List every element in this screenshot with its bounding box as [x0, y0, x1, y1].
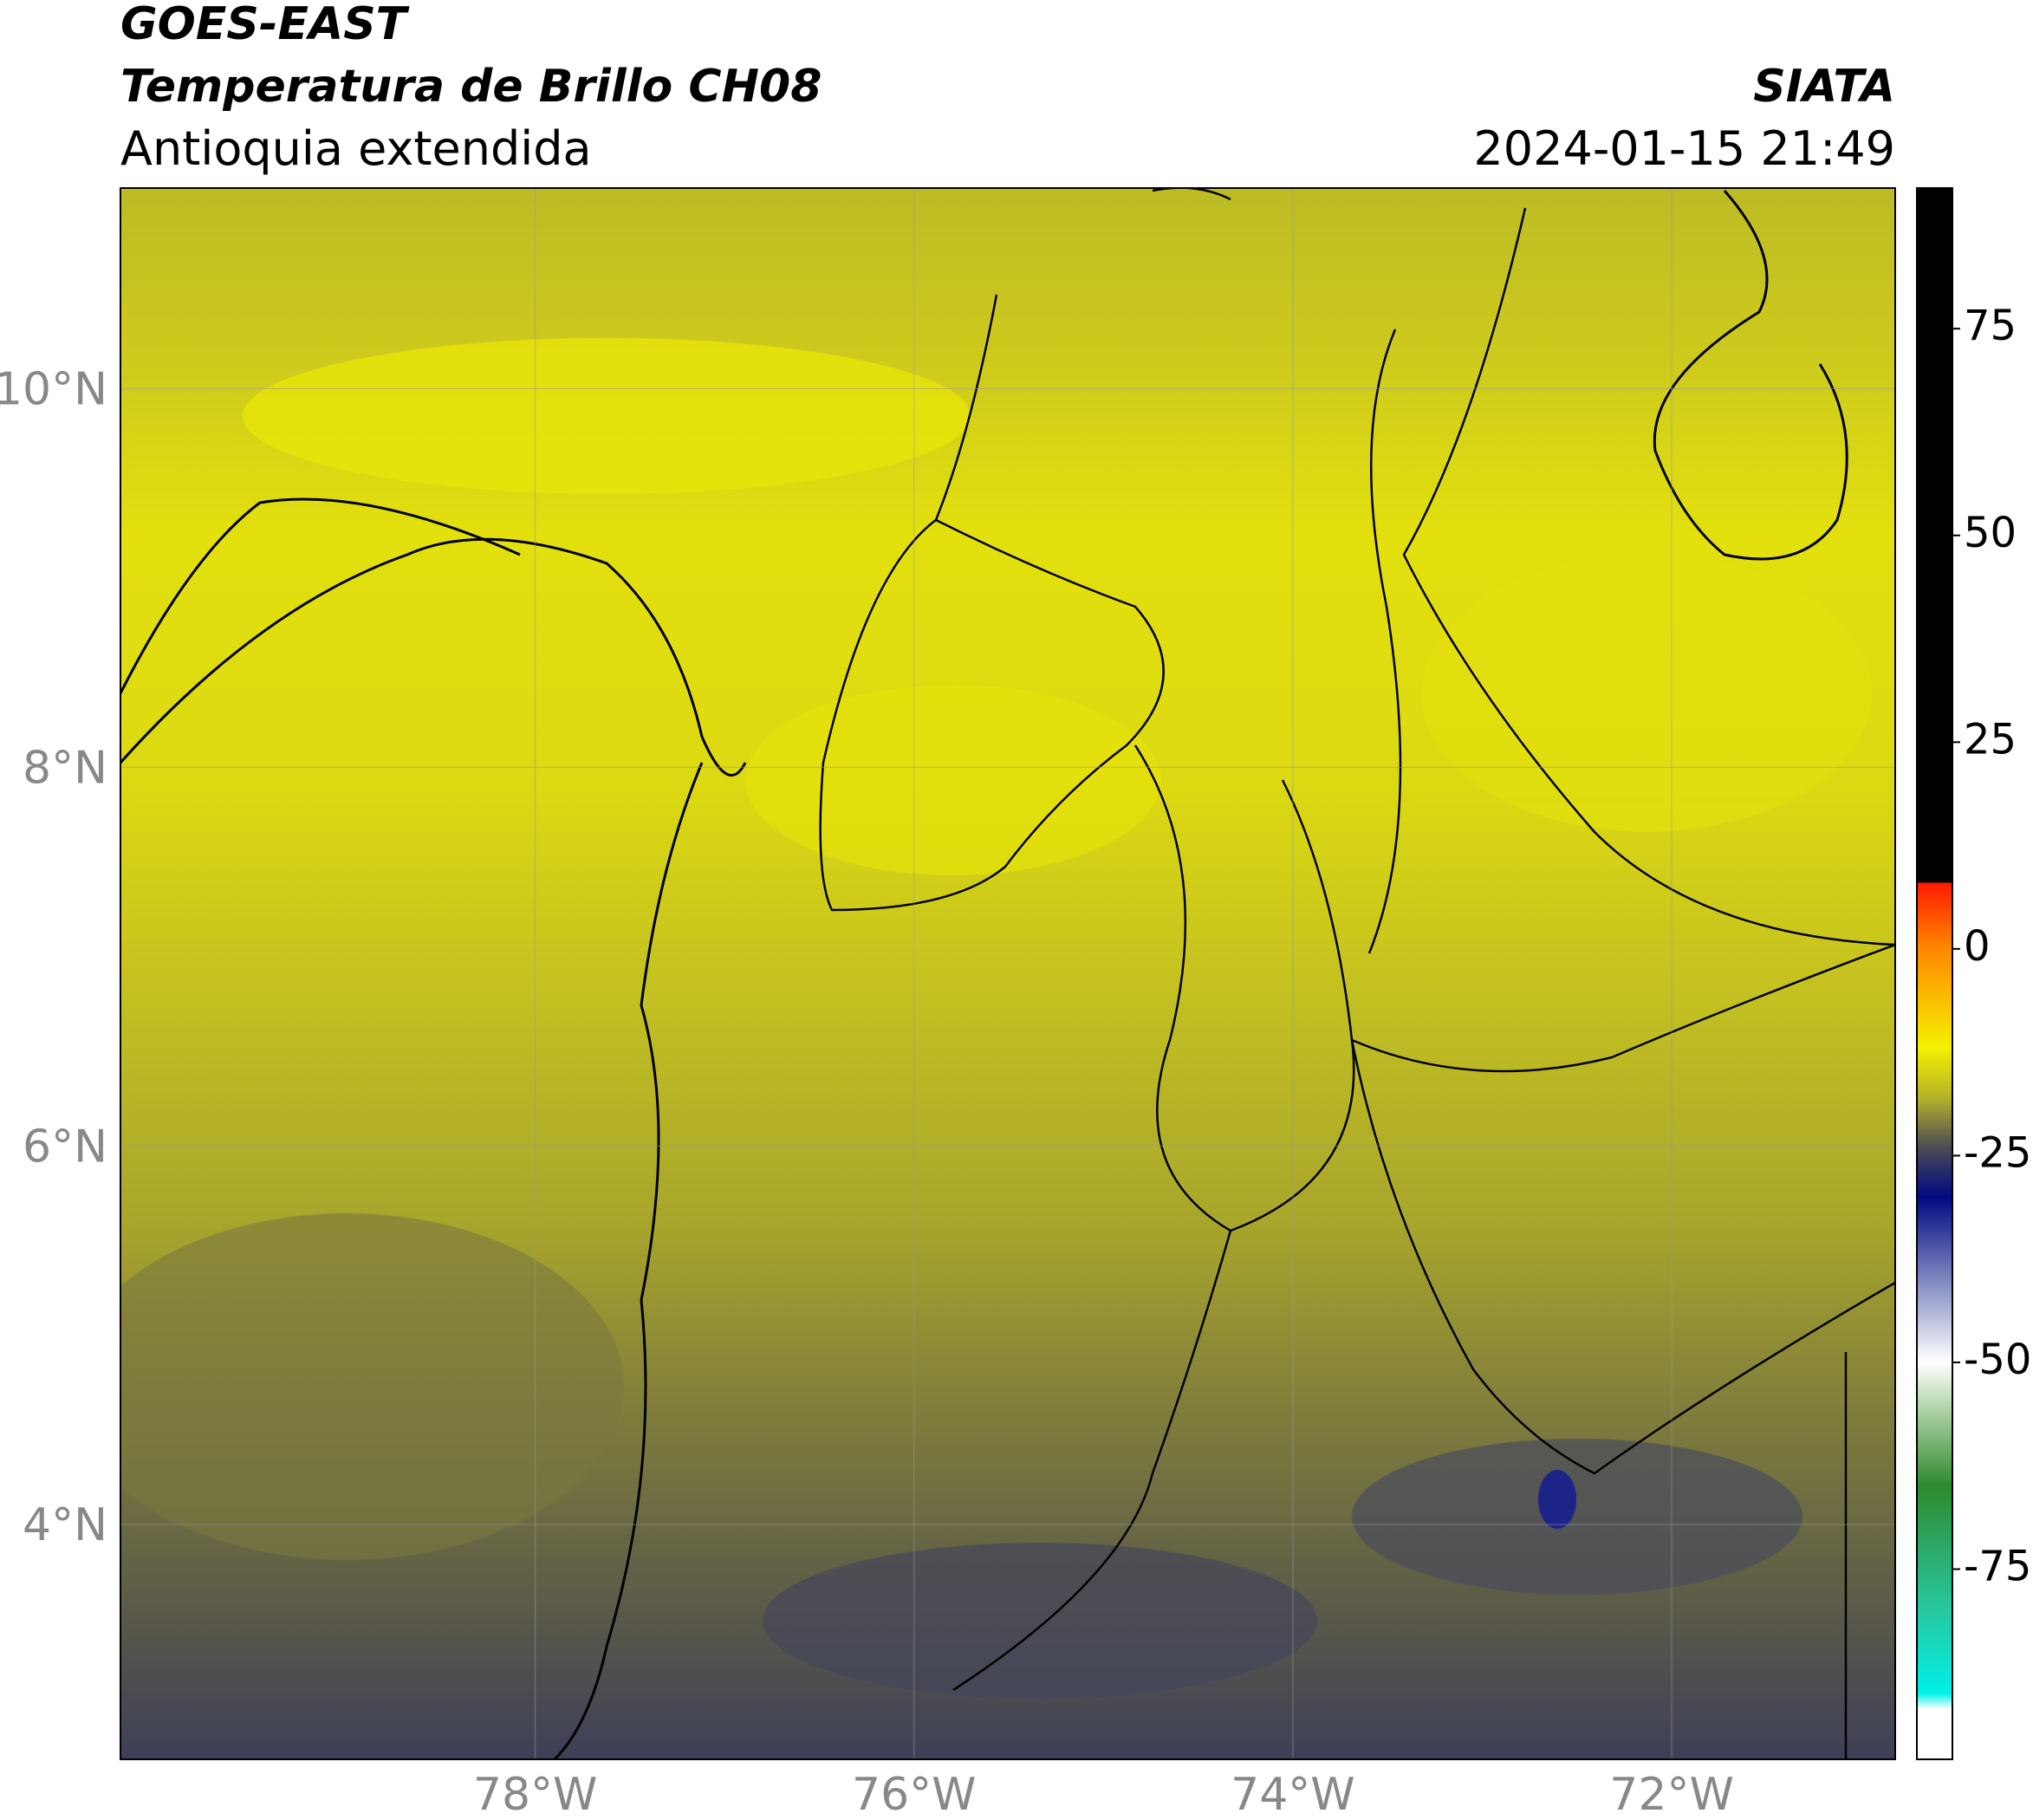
- region: Antioquia extendida: [120, 121, 592, 176]
- lon-tick-label: 76°W: [852, 1769, 977, 1820]
- graticule: [120, 188, 1895, 1759]
- colorbar: [1916, 187, 1953, 1760]
- title: GOES-EAST: [120, 0, 410, 50]
- colorbar-tick-label: 75: [1964, 302, 2017, 350]
- colorbar-tick-label: 0: [1964, 922, 1991, 971]
- colorbar-tick-label: -25: [1964, 1128, 2031, 1177]
- map-image: [120, 188, 1895, 1759]
- lon-tick-label: 74°W: [1231, 1769, 1355, 1820]
- lat-tick-label: 8°N: [23, 742, 107, 794]
- colorbar-tick-label: -50: [1964, 1336, 2031, 1384]
- colorbar-tick-label: -75: [1964, 1543, 2031, 1591]
- colorbar-tick-label: 50: [1964, 509, 2017, 557]
- lat-tick-label: 6°N: [23, 1121, 107, 1173]
- subtitle: Temperatura de Brillo CH08: [120, 61, 822, 113]
- datetime: 2024-01-15 21:49: [1473, 121, 1895, 176]
- lon-tick-label: 78°W: [473, 1769, 598, 1820]
- lat-tick-label: 4°N: [23, 1499, 107, 1551]
- lat-tick-label: 10°N: [0, 364, 107, 416]
- source: SIATA: [1753, 61, 1895, 113]
- colorbar-tick-label: 25: [1964, 715, 2017, 764]
- lon-tick-label: 72°W: [1609, 1769, 1734, 1820]
- map-frame: [120, 187, 1896, 1760]
